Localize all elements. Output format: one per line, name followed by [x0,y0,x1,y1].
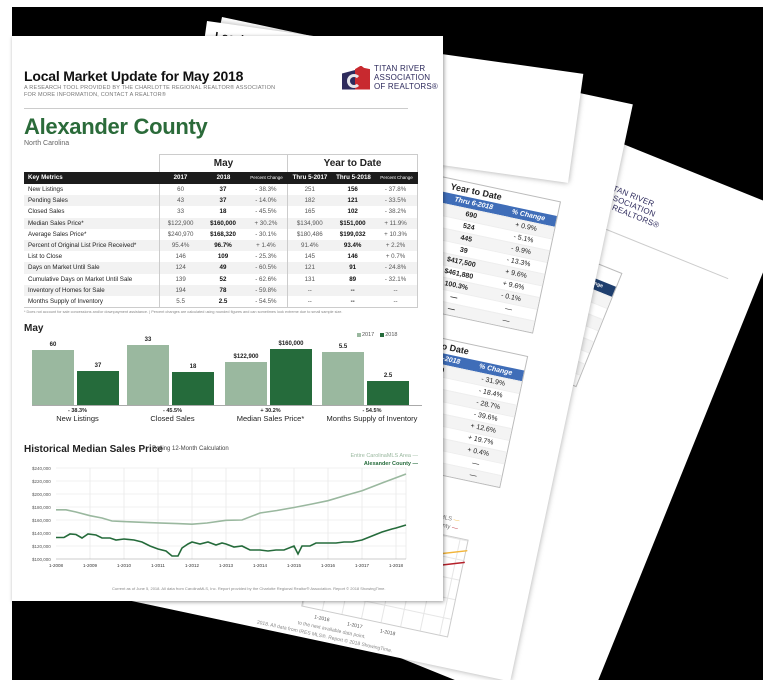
legend-swatch-icon [380,332,385,337]
svg-text:1-2012: 1-2012 [185,563,200,568]
bar-2018-months-supply [367,381,409,405]
divider [24,108,408,109]
svg-text:1-2008: 1-2008 [49,563,64,568]
bar-value-label: $160,000 [278,341,304,347]
category-median-sales-price: + 30.2% Median Sales Price* [236,408,305,423]
line-chart-legend: Entire CarolinaMLS Area — Alexander Coun… [350,452,418,468]
legend-item-2017: 2017 [357,332,374,338]
svg-text:$180,000: $180,000 [32,505,51,510]
svg-text:$100,000: $100,000 [32,557,51,562]
bar-chart-title: May [24,323,44,334]
table-row: Cumulative Days on Market Until Sale 139 5… [24,273,417,285]
svg-text:1-2013: 1-2013 [219,563,234,568]
historical-line-chart: $240,000 $220,000 $200,000 $180,000 $160,00… [32,466,437,586]
legend-item-2018: 2018 [380,332,398,338]
legend-swatch-icon [357,332,361,337]
svg-text:1-2016: 1-2016 [321,563,336,568]
bar-2018-median-price [270,349,312,405]
table-row: Average Sales Price* $240,970 $168,320- 30… [24,228,417,240]
bar-value-label: 37 [94,363,102,369]
page-title: Local Market Update for May 2018 [24,68,244,84]
table-row: Closed Sales 33 18- 45.5% 165 102- 38.2% [24,206,417,218]
svg-text:$140,000: $140,000 [32,531,51,536]
table-body: New Listings 60 37- 38.3% 251 156- 37.8% Pen… [24,184,418,309]
table-header: Key Metrics 2017 2018 Percent Change Thr… [24,172,418,184]
svg-text:$120,000: $120,000 [32,544,51,549]
svg-text:$240,000: $240,000 [32,466,51,471]
bar-value-label: $122,900 [233,354,259,360]
svg-text:1-2009: 1-2009 [83,563,98,568]
key-metrics-table: May Year to Date Key Metrics 2017 2018 P… [24,154,418,309]
table-row: Pending Sales 43 37- 14.0% 182 121- 33.5% [24,195,417,207]
svg-text:$160,000: $160,000 [32,518,51,523]
bar-value-label: 18 [189,364,197,370]
category-months-supply: - 54.5% Months Supply of Inventory [326,408,418,423]
bar-chart-legend: 2017 2018 [357,332,398,338]
svg-text:1-2017: 1-2017 [355,563,370,568]
legend-item-alexander: Alexander County — [363,461,418,467]
legend-item-carolinamls: Entire CarolinaMLS Area — [350,453,418,459]
line-chart-subtitle: Rolling 12-Month Calculation [152,446,229,452]
bar-value-label: 2.5 [383,373,393,379]
table-row: List to Close 146 109- 25.3% 145 146 + 0.7% [24,251,417,263]
org-logo: TITAN RIVER ASSOCIATION OF REALTORS® [342,64,438,91]
bar-2018-new-listings [77,371,119,405]
svg-text:$200,000: $200,000 [32,492,51,497]
state-label: North Carolina [24,140,70,147]
logo-text-line: OF REALTORS® [374,82,439,91]
bar-2017-median-price [225,362,267,405]
county-heading: Alexander County [24,114,208,139]
line-chart-svg: $240,000 $220,000 $200,000 $180,000 $160,00… [32,466,407,568]
table-row: New Listings 60 37- 38.3% 251 156- 37.8% [24,184,417,196]
bar-value-label: 60 [49,342,57,348]
bar-2017-closed-sales [127,345,169,405]
table-row: Days on Market Until Sale 124 49- 60.5% 121… [24,262,417,274]
bar-value-label: 33 [144,337,152,343]
page-subtitle: A RESEARCH TOOL PROVIDED BY THE CHARLOTT… [24,85,276,98]
table-footnote: * Does not account for sale concessions … [24,310,343,314]
svg-text:1-2018: 1-2018 [389,563,404,568]
group-header-ytd: Year to Date [288,154,418,172]
line-chart-title: Historical Median Sales Price [24,444,163,455]
group-header-may: May [159,154,288,172]
bar-2017-months-supply [322,352,364,405]
bar-2018-closed-sales [172,372,214,405]
svg-text:1-2015: 1-2015 [287,563,302,568]
category-closed-sales: - 45.5% Closed Sales [150,408,195,423]
svg-text:$220,000: $220,000 [32,479,51,484]
svg-text:1-2010: 1-2010 [117,563,132,568]
logo-text-line: TITAN RIVER [374,64,426,73]
logo-house-icon [342,65,370,90]
page-footer: Current as of June 5, 2018. All data fro… [112,586,386,591]
table-row: Inventory of Homes for Sale 194 78- 59.8% -… [24,284,417,296]
table-row: Median Sales Price* $122,900 $160,000 + 30.… [24,217,417,229]
svg-text:1-2014: 1-2014 [253,563,268,568]
logo-text-line: ASSOCIATION [374,73,431,82]
bar-value-label: 5.5 [338,344,348,350]
may-bar-chart: 60 37 33 18 $122,900 $160,000 5.5 2.5 [32,337,422,406]
bar-2017-new-listings [32,350,74,405]
table-row: Months Supply of Inventory 5.5 2.5- 54.5% -… [24,295,417,308]
category-new-listings: - 38.3% New Listings [56,408,99,423]
table-row: Percent of Original List Price Received*… [24,239,417,252]
front-report-page: Local Market Update for May 2018 A RESEA… [12,36,443,601]
svg-text:1-2011: 1-2011 [151,563,165,568]
